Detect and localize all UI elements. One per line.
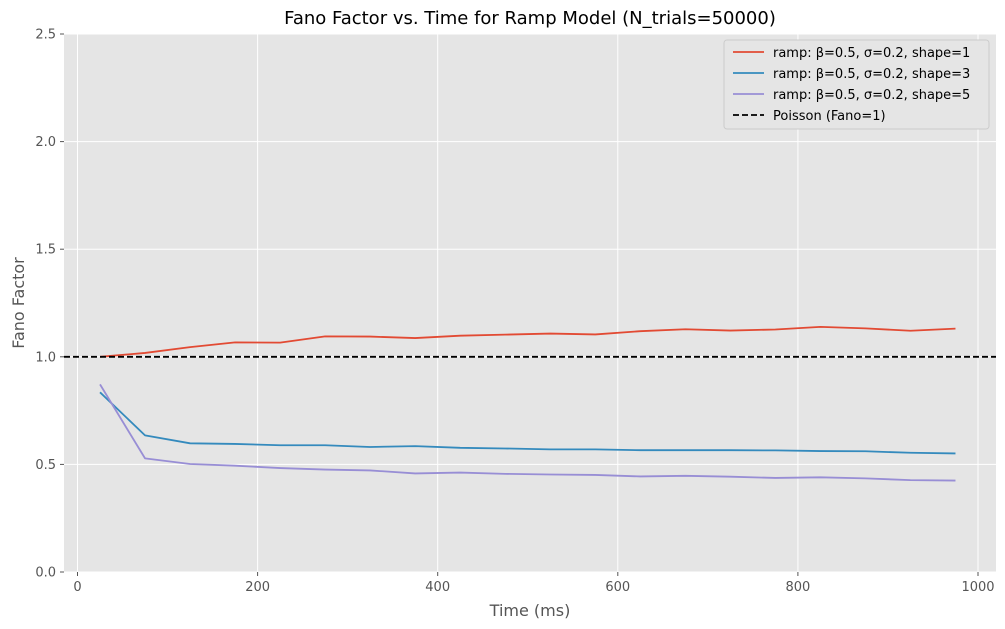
legend: ramp: β=0.5, σ=0.2, shape=1 ramp: β=0.5,… [723, 39, 990, 130]
legend-label-series-3: ramp: β=0.5, σ=0.2, shape=5 [773, 88, 970, 103]
series-line-1 [99, 325, 956, 358]
x-tick-label: 800 [785, 580, 810, 595]
x-tick-label: 400 [425, 580, 450, 595]
y-tick-label: 2.0 [35, 135, 56, 150]
y-axis-ticks: 0.0 0.5 1.0 1.5 2.0 2.5 [35, 28, 64, 581]
y-tick-label: 2.5 [35, 28, 56, 43]
y-tick-label: 1.5 [35, 243, 56, 258]
x-tick-label: 600 [605, 580, 630, 595]
series-line-2 [99, 391, 956, 455]
x-tick-label: 1000 [961, 580, 994, 595]
x-tick-label: 0 [73, 580, 81, 595]
y-tick-label: 1.0 [35, 350, 56, 365]
x-axis-ticks: 0 200 400 600 800 1000 [73, 572, 995, 595]
y-tick-label: 0.0 [35, 566, 56, 581]
x-axis-label: Time (ms) [489, 601, 571, 620]
x-tick-label: 200 [245, 580, 270, 595]
legend-label-series-1: ramp: β=0.5, σ=0.2, shape=1 [773, 46, 970, 61]
legend-box [723, 39, 990, 130]
y-axis-label: Fano Factor [9, 257, 28, 349]
legend-label-poisson: Poisson (Fano=1) [773, 109, 886, 124]
y-tick-label: 0.5 [35, 458, 56, 473]
series-line-3 [99, 383, 956, 482]
series-layer [99, 325, 956, 482]
legend-label-series-2: ramp: β=0.5, σ=0.2, shape=3 [773, 67, 970, 82]
chart-title: Fano Factor vs. Time for Ramp Model (N_t… [284, 8, 776, 29]
